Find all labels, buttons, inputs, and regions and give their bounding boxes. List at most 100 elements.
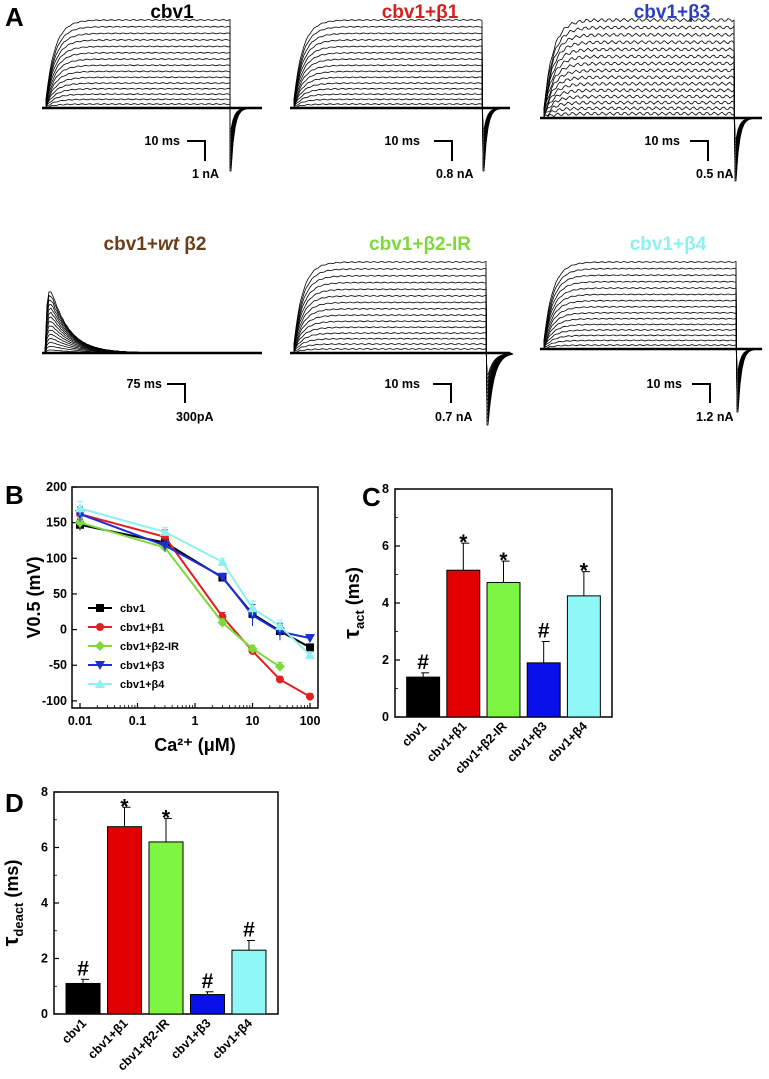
current-trace <box>45 25 263 169</box>
panel-label-b: B <box>5 480 24 510</box>
marker-square <box>96 604 104 612</box>
current-trace <box>44 307 239 354</box>
y-tick-label: 50 <box>53 587 67 601</box>
y-tick-label: 2 <box>41 952 48 966</box>
current-trace <box>45 70 262 148</box>
significance-marker: # <box>243 918 255 941</box>
scale-current-label: 0.7 nA <box>435 410 473 424</box>
current-trace <box>543 339 762 374</box>
scale-bar <box>434 140 453 161</box>
current-trace <box>293 267 514 422</box>
significance-marker: * <box>499 549 508 572</box>
y-axis-label: τdeact (ms) <box>0 860 26 947</box>
marker-triangle-down <box>217 572 228 582</box>
current-trace <box>543 299 763 395</box>
legend-label: cbv1+β3 <box>120 660 164 672</box>
y-tick-label: 200 <box>46 480 67 494</box>
marker-triangle-up <box>217 556 228 566</box>
series-2: cbv1+β2-IR <box>75 516 285 672</box>
current-trace <box>293 64 510 151</box>
series-1: cbv1+β1 <box>76 506 314 701</box>
scale-bar <box>690 140 709 161</box>
y-axis-symbol: τ <box>339 629 364 639</box>
legend-label: cbv1+β4 <box>120 679 165 691</box>
series-line <box>79 507 311 656</box>
x-tick-label: 1 <box>192 714 199 728</box>
current-trace <box>45 32 263 166</box>
marker-triangle-down <box>305 634 315 644</box>
trace-title-part: cbv1+ <box>104 234 158 255</box>
marker-circle <box>306 692 314 701</box>
current-trace <box>45 98 262 133</box>
current-trace <box>543 68 762 161</box>
significance-marker: * <box>162 806 171 829</box>
current-trace <box>45 58 262 154</box>
current-trace <box>543 344 762 371</box>
panel-label-d: D <box>5 788 24 818</box>
series-line <box>79 513 311 698</box>
current-trace <box>543 329 763 380</box>
y-tick-label: 0 <box>382 710 389 724</box>
current-trace <box>293 87 510 139</box>
current-trace <box>293 19 511 172</box>
current-trace <box>293 326 513 390</box>
current-trace <box>543 106 762 143</box>
trace-panel-0: cbv1 10 ms 1 nA <box>42 2 263 181</box>
panel-label-c: C <box>362 482 381 512</box>
y-tick-label: 150 <box>46 516 67 530</box>
current-trace <box>293 260 513 426</box>
marker-circle <box>275 675 284 684</box>
category-label: cbv1+β3 <box>504 719 550 765</box>
significance-marker: # <box>538 619 550 642</box>
bar <box>486 581 521 718</box>
scale-time-label: 10 ms <box>647 377 682 391</box>
legend-label: cbv1+β1 <box>120 622 164 634</box>
category-label: cbv1+β3 <box>168 1016 214 1062</box>
marker-triangle-up <box>75 503 85 513</box>
current-trace <box>543 100 762 146</box>
current-trace <box>45 45 263 160</box>
current-trace <box>293 76 510 145</box>
bar <box>406 676 441 718</box>
current-trace <box>293 343 513 379</box>
current-trace <box>45 76 262 145</box>
series-4: cbv1+β4 <box>75 500 315 691</box>
y-tick-label: -50 <box>49 658 67 672</box>
y-tick-label: 8 <box>41 785 48 799</box>
trace-title-part: wt <box>158 234 180 255</box>
current-trace <box>293 58 510 154</box>
marker-circle <box>96 623 104 631</box>
y-axis-unit: (ms) <box>343 567 363 610</box>
bar <box>65 982 101 1015</box>
current-trace <box>543 311 763 389</box>
current-trace <box>543 293 763 398</box>
current-trace <box>293 98 510 133</box>
scale-current-label: 0.5 nA <box>696 167 734 181</box>
scale-bar <box>187 140 206 161</box>
y-axis-symbol: τ <box>0 936 23 946</box>
current-trace <box>543 323 763 383</box>
current-trace <box>293 314 514 397</box>
current-trace <box>543 280 763 404</box>
current-trace <box>293 45 511 160</box>
marker-triangle-down <box>247 611 258 621</box>
current-trace <box>293 25 511 169</box>
scale-bar <box>692 383 711 403</box>
current-trace <box>293 70 510 148</box>
x-tick-label: 0.01 <box>68 714 92 728</box>
current-trace <box>543 111 762 140</box>
bar <box>446 569 481 718</box>
y-axis-unit: (ms) <box>2 860 22 903</box>
bar <box>107 826 143 1015</box>
current-trace <box>543 54 763 167</box>
scale-current-label: 300pA <box>176 410 214 424</box>
marker-triangle-up <box>305 650 315 660</box>
current-trace <box>45 103 262 130</box>
current-trace <box>543 274 763 407</box>
y-tick-label: 8 <box>382 482 389 496</box>
chart-d: D02468#cbv1*cbv1+β1*cbv1+β2-IR#cbv1+β3#c… <box>0 785 279 1074</box>
category-label: cbv1 <box>59 1016 89 1046</box>
category-label: cbv1+β4 <box>544 719 590 765</box>
trace-title-part: cbv1+β3 <box>634 2 711 23</box>
current-trace <box>543 88 762 152</box>
